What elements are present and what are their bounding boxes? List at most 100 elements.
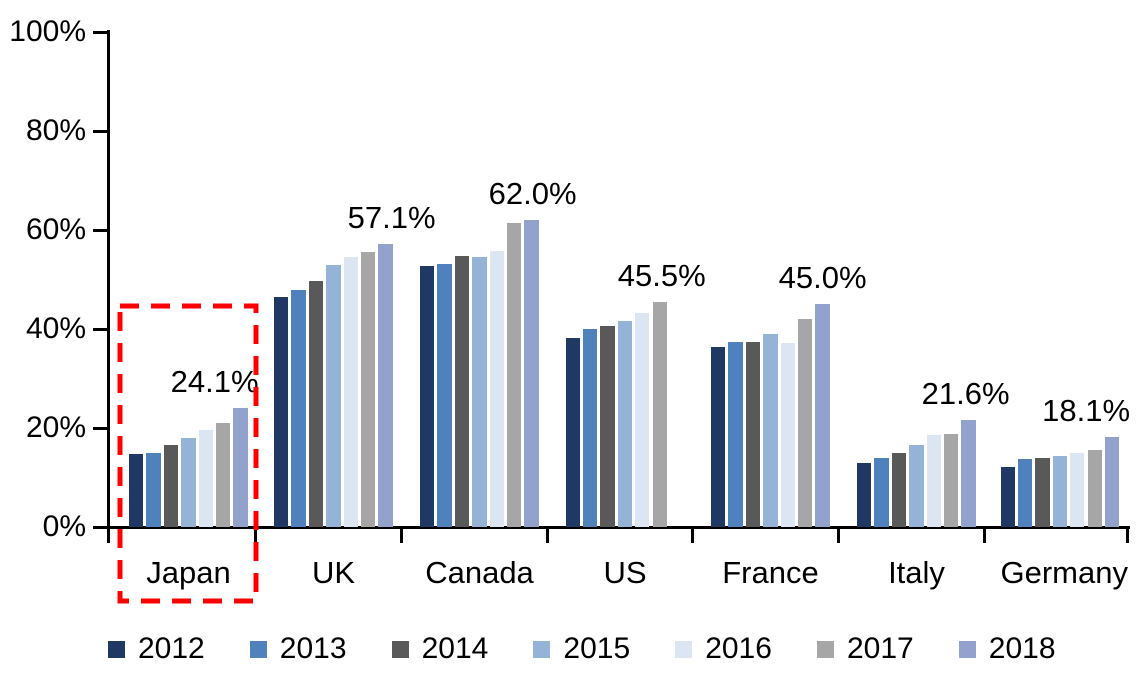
category-label-canada: Canada — [425, 555, 534, 590]
bar-germany-2013 — [1017, 459, 1033, 527]
y-axis-tick-label: 20% — [25, 411, 86, 444]
legend-item-2016: 2016 — [675, 634, 772, 664]
bar-france-2015 — [763, 334, 778, 527]
y-axis-tick-label: 60% — [25, 213, 86, 246]
bar-france-2017 — [798, 318, 813, 527]
bar-germany-2014 — [1035, 458, 1050, 527]
bar-canada-2017 — [507, 222, 522, 527]
legend-item-2015: 2015 — [533, 634, 630, 664]
data-label-uk: 57.1% — [347, 200, 436, 236]
bar-uk-2016 — [343, 256, 358, 527]
legend-label-2012: 2012 — [138, 632, 205, 665]
bar-japan-2014 — [163, 445, 179, 527]
y-axis-line — [107, 30, 110, 529]
bar-france-2014 — [745, 342, 761, 527]
bar-japan-2013 — [146, 453, 161, 527]
bar-germany-2017 — [1087, 450, 1102, 527]
bar-italy-2018 — [961, 420, 976, 527]
bar-canada-2018 — [524, 220, 539, 527]
bar-germany-2018 — [1104, 437, 1120, 527]
bar-uk-2015 — [326, 264, 341, 527]
legend-swatch-2017 — [817, 640, 834, 658]
category-label-japan: Japan — [146, 555, 231, 590]
category-label-italy: Italy — [888, 555, 945, 590]
bar-japan-2012 — [129, 454, 144, 527]
legend-swatch-2014 — [391, 640, 409, 658]
y-axis-tick — [93, 327, 108, 331]
legend-swatch-2018 — [958, 640, 976, 658]
legend-item-2017: 2017 — [817, 634, 914, 664]
legend-label-2016: 2016 — [705, 632, 772, 665]
bar-canada-2012 — [420, 265, 435, 527]
bar-us-2013 — [582, 329, 598, 527]
y-axis-tick — [93, 525, 108, 529]
bar-italy-2015 — [909, 445, 924, 527]
legend-swatch-2012 — [108, 640, 125, 658]
y-axis-tick-label: 0% — [42, 510, 86, 543]
y-axis-tick — [93, 129, 108, 133]
bar-japan-2018 — [233, 407, 248, 527]
legend-swatch-2013 — [249, 640, 267, 658]
bar-italy-2012 — [857, 463, 872, 527]
category-label-france: France — [722, 555, 819, 590]
legend-item-2013: 2013 — [249, 632, 347, 665]
bar-italy-2013 — [874, 458, 889, 527]
bar-france-2012 — [711, 347, 726, 527]
x-axis-tick — [254, 526, 258, 543]
bar-italy-2017 — [944, 433, 959, 527]
x-axis-tick — [837, 526, 841, 543]
x-axis-tick — [982, 526, 986, 543]
x-axis-tick — [545, 526, 549, 543]
bar-us-2014 — [600, 325, 615, 527]
bar-uk-2018 — [378, 244, 393, 527]
legend-label-2015: 2015 — [563, 632, 631, 665]
bar-us-2017 — [652, 301, 667, 527]
bar-germany-2015 — [1052, 456, 1068, 527]
legend-item-2018: 2018 — [958, 632, 1056, 665]
bar-germany-2016 — [1070, 453, 1085, 527]
bar-us-2015 — [617, 320, 633, 527]
bar-italy-2016 — [926, 435, 941, 527]
bar-canada-2016 — [489, 250, 504, 527]
category-label-us: US — [603, 555, 647, 590]
bar-japan-2017 — [216, 423, 231, 527]
legend-item-2012: 2012 — [108, 634, 205, 664]
bar-uk-2014 — [308, 281, 324, 527]
bar-canada-2014 — [454, 255, 470, 527]
bar-france-2013 — [728, 342, 743, 527]
x-axis-tick — [106, 526, 110, 543]
data-label-france: 45.0% — [778, 260, 867, 296]
y-axis-tick-label: 40% — [25, 312, 86, 345]
x-axis-tick — [399, 526, 403, 543]
data-label-germany: 18.1% — [1042, 393, 1131, 429]
legend-label-2013: 2013 — [279, 632, 347, 665]
bar-italy-2014 — [891, 453, 907, 527]
bar-uk-2013 — [291, 290, 306, 527]
legend-swatch-2016 — [675, 640, 693, 658]
category-label-germany: Germany — [1000, 555, 1128, 590]
bar-us-2016 — [635, 312, 650, 527]
category-label-uk: UK — [311, 555, 356, 590]
legend-item-2014: 2014 — [391, 632, 489, 665]
bar-uk-2017 — [361, 251, 376, 527]
y-axis-tick — [93, 426, 108, 430]
bar-france-2018 — [815, 304, 830, 527]
y-axis-tick — [93, 30, 108, 34]
x-axis-line — [107, 526, 1130, 529]
bar-france-2016 — [780, 343, 795, 527]
bar-japan-2016 — [198, 429, 213, 527]
data-label-canada: 62.0% — [488, 176, 577, 212]
bar-japan-2015 — [181, 438, 196, 527]
data-label-us: 45.5% — [617, 257, 706, 293]
legend-label-2017: 2017 — [847, 632, 914, 665]
data-label-italy: 21.6% — [921, 376, 1010, 412]
legend-swatch-2015 — [533, 640, 551, 658]
x-axis-tick — [1125, 526, 1129, 543]
legend-label-2018: 2018 — [988, 632, 1056, 665]
bar-us-2012 — [565, 338, 580, 527]
bar-germany-2012 — [1000, 467, 1015, 527]
y-axis-tick-label: 100% — [9, 15, 86, 48]
bar-canada-2013 — [437, 263, 452, 527]
data-label-japan: 24.1% — [170, 363, 259, 399]
legend-label-2014: 2014 — [421, 632, 489, 665]
